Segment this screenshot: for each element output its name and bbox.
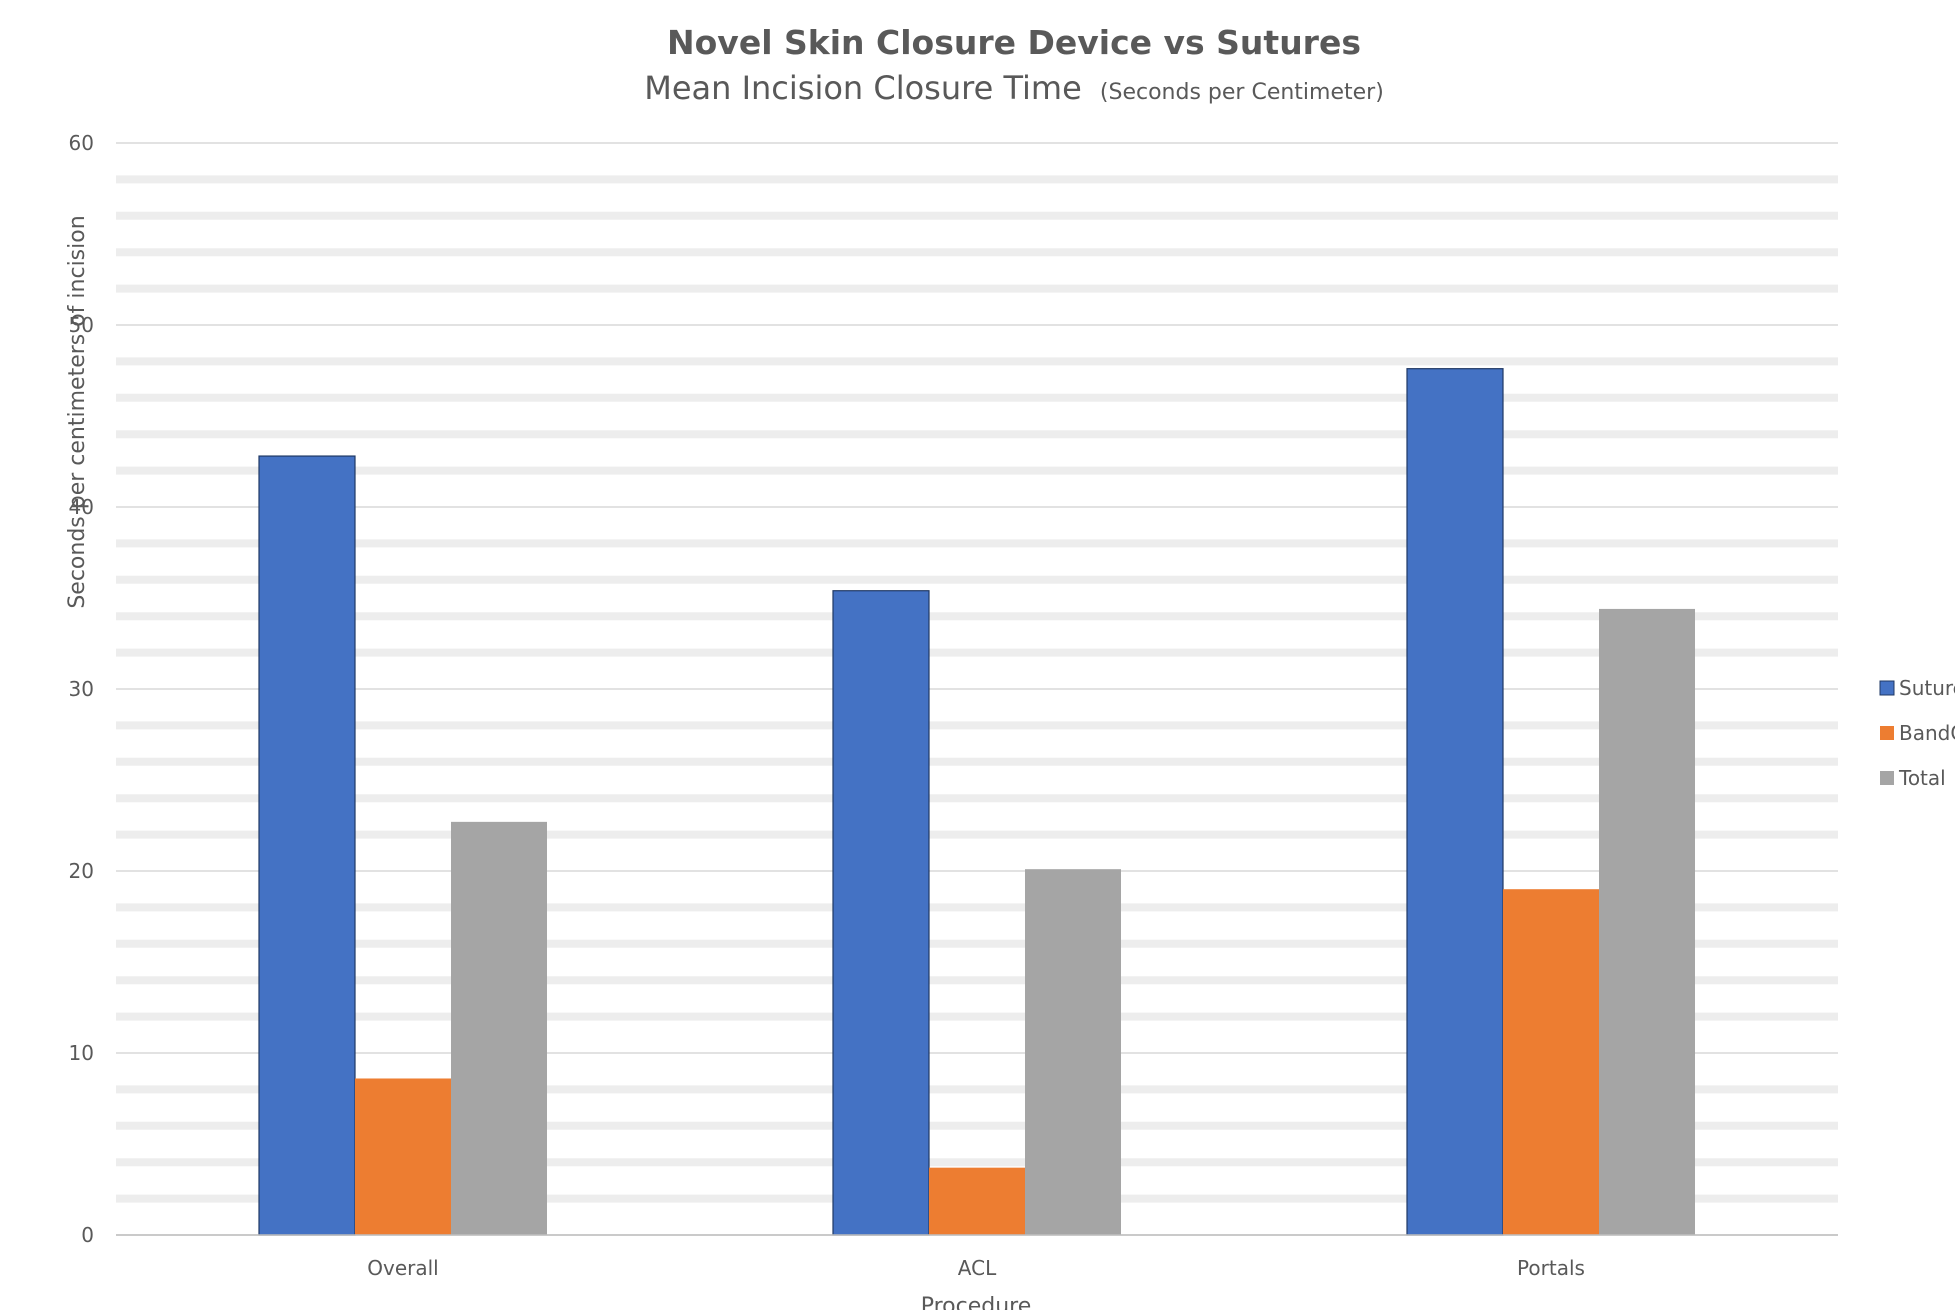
legend-label-total: Total: [1898, 766, 1946, 790]
y-tick-label: 30: [69, 677, 94, 701]
y-tick-label: 40: [69, 495, 94, 519]
legend-swatch-sutures: [1879, 680, 1895, 696]
x-tick-label: Portals: [1517, 1256, 1585, 1280]
bar-sutures-overall: [258, 455, 356, 1236]
bar-sutures-acl: [832, 590, 930, 1236]
y-axis-label: Seconds per centimeters of incision: [65, 215, 90, 608]
subtitle-units: (Seconds per Centimeter): [1100, 80, 1384, 105]
y-tick-label: 50: [69, 313, 94, 337]
chart-title: Novel Skin Closure Device vs Sutures: [667, 23, 1361, 62]
y-tick-label: 60: [69, 131, 94, 155]
x-axis-label: Procedure: [921, 1294, 1032, 1310]
x-tick-label: ACL: [958, 1256, 997, 1280]
bars: [258, 368, 1695, 1236]
bar-total-overall: [451, 821, 547, 1235]
y-tick-label: 10: [69, 1041, 94, 1065]
bar-total-acl: [1025, 869, 1121, 1235]
y-tick-label: 20: [69, 859, 94, 883]
bar-total-portals: [1599, 608, 1695, 1235]
chart-subtitle: Mean Incision Closure Time (Seconds per …: [644, 69, 1384, 107]
bar-sutures-portals: [1406, 368, 1504, 1236]
bar-bandgrip-overall: [355, 1078, 451, 1235]
legend-label-bandgrip: BandGrip: [1899, 721, 1955, 745]
bar-bandgrip-portals: [1503, 889, 1599, 1235]
legend-swatch-bandgrip: [1880, 726, 1894, 740]
subtitle-main: Mean Incision Closure Time: [644, 69, 1082, 107]
grid: [116, 142, 1838, 1236]
legend-swatch-total: [1880, 771, 1894, 785]
y-tick-label: 0: [81, 1223, 94, 1247]
legend-label-sutures: Sutures: [1899, 676, 1955, 700]
legend: Sutures BandGrip Total: [1879, 676, 1955, 790]
bar-bandgrip-acl: [929, 1167, 1025, 1235]
x-tick-label: Overall: [367, 1256, 438, 1280]
axes: 0 10 20 30 40 50 60 Overall ACL Portals: [69, 131, 1838, 1280]
